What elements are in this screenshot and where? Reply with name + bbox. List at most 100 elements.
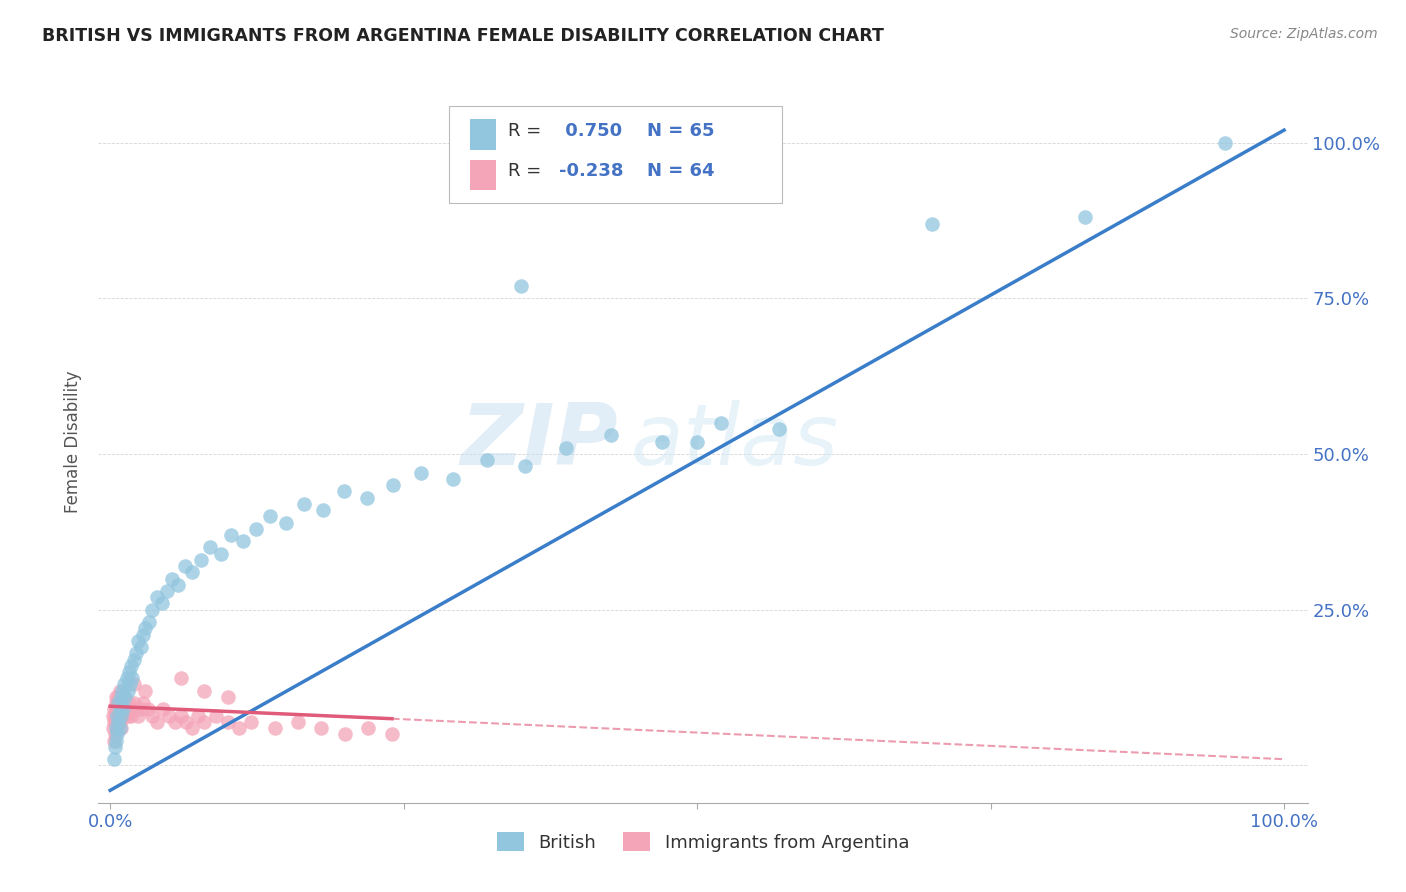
Point	[108, 702, 131, 716]
Point	[198, 541, 221, 555]
FancyBboxPatch shape	[449, 105, 782, 203]
Point	[141, 603, 163, 617]
Point	[510, 278, 533, 293]
Point	[111, 696, 134, 710]
Point	[105, 727, 128, 741]
Point	[110, 702, 132, 716]
Point	[263, 721, 285, 735]
Point	[114, 690, 136, 704]
Point	[190, 553, 212, 567]
Point	[513, 459, 536, 474]
Text: N = 64: N = 64	[647, 162, 714, 180]
Text: R =: R =	[509, 122, 541, 140]
Point	[193, 683, 215, 698]
Point	[554, 441, 576, 455]
Point	[169, 708, 191, 723]
Point	[311, 721, 333, 735]
Point	[162, 572, 184, 586]
Text: Source: ZipAtlas.com: Source: ZipAtlas.com	[1230, 27, 1378, 41]
Point	[112, 702, 135, 716]
Point	[104, 739, 127, 754]
Bar	[470, 161, 496, 191]
Point	[112, 690, 135, 704]
Text: N = 65: N = 65	[647, 122, 714, 140]
Point	[118, 665, 141, 679]
Text: atlas: atlas	[630, 400, 838, 483]
Point	[111, 696, 134, 710]
Point	[112, 708, 135, 723]
Point	[105, 702, 128, 716]
Point	[651, 434, 673, 449]
Point	[104, 727, 127, 741]
Point	[114, 696, 136, 710]
Point	[150, 597, 173, 611]
Point	[115, 702, 138, 716]
Point	[136, 702, 159, 716]
Point	[105, 696, 128, 710]
Point	[110, 690, 132, 704]
Point	[167, 578, 190, 592]
Point	[115, 671, 138, 685]
Text: ZIP: ZIP	[461, 400, 619, 483]
Point	[382, 478, 405, 492]
Point	[132, 696, 155, 710]
Point	[127, 633, 149, 648]
Point	[105, 702, 128, 716]
Point	[103, 702, 125, 716]
Point	[134, 621, 156, 635]
Point	[193, 714, 215, 729]
Point	[157, 708, 180, 723]
Point	[127, 708, 149, 723]
Point	[107, 714, 129, 729]
Point	[125, 702, 148, 716]
Point	[105, 690, 128, 704]
Point	[107, 708, 129, 723]
Point	[232, 534, 254, 549]
Point	[217, 714, 239, 729]
Point	[107, 690, 129, 704]
Point	[112, 677, 135, 691]
Point	[356, 491, 378, 505]
Text: 0.750: 0.750	[560, 122, 623, 140]
Point	[103, 714, 125, 729]
Point	[240, 714, 263, 729]
Point	[134, 683, 156, 698]
Point	[600, 428, 623, 442]
Point	[105, 696, 128, 710]
Point	[117, 708, 139, 723]
Point	[311, 503, 333, 517]
Point	[120, 677, 142, 691]
Point	[333, 727, 356, 741]
Point	[117, 683, 139, 698]
Point	[1073, 211, 1095, 225]
Point	[381, 727, 404, 741]
Point	[105, 721, 128, 735]
Point	[105, 733, 128, 747]
Point	[176, 714, 198, 729]
Point	[1215, 136, 1237, 150]
Point	[129, 640, 152, 654]
Y-axis label: Female Disability: Female Disability	[65, 370, 83, 513]
Legend: British, Immigrants from Argentina: British, Immigrants from Argentina	[489, 825, 917, 859]
Point	[103, 733, 125, 747]
Point	[105, 714, 128, 729]
Point	[276, 516, 298, 530]
Point	[107, 708, 129, 723]
Point	[108, 683, 131, 698]
Point	[228, 721, 250, 735]
Point	[122, 677, 145, 691]
Point	[217, 690, 239, 704]
Point	[245, 522, 267, 536]
Point	[105, 721, 128, 735]
Point	[710, 416, 733, 430]
Point	[107, 696, 129, 710]
Point	[103, 752, 125, 766]
Point	[155, 584, 177, 599]
Point	[146, 591, 169, 605]
Point	[118, 696, 141, 710]
Text: -0.238: -0.238	[560, 162, 624, 180]
Point	[357, 721, 380, 735]
Point	[125, 646, 148, 660]
Point	[174, 559, 197, 574]
Point	[122, 696, 145, 710]
